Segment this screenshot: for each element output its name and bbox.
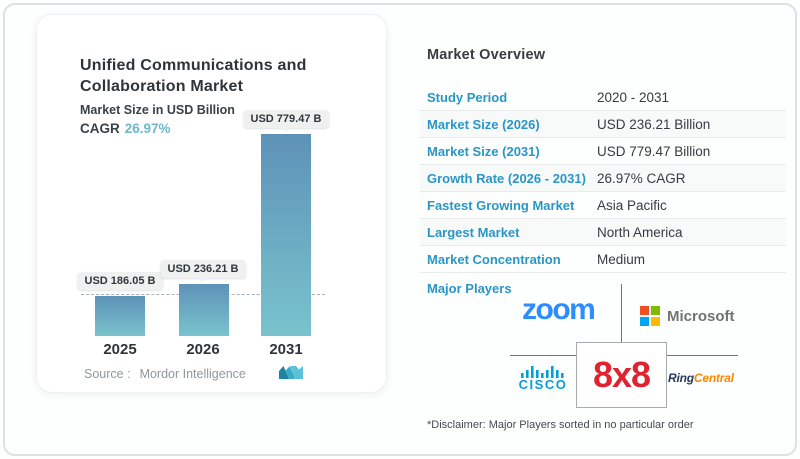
cagr-label: CAGR [80,121,120,136]
disclaimer-text: *Disclaimer: Major Players sorted in no … [427,419,694,431]
table-row-largest-market: Largest Market North America [420,219,786,246]
table-row-market-concentration: Market Concentration Medium [420,246,786,273]
x-axis-tick-2031: 2031 [269,341,303,358]
major-players-label: Major Players [427,281,512,296]
table-row-study-period: Study Period 2020 - 2031 [420,84,786,111]
8x8-wordmark: 8x8 [592,354,651,395]
table-row-fastest-growing-market: Fastest Growing Market Asia Pacific [420,192,786,219]
source-value: Mordor Intelligence [139,367,246,381]
table-row-market-size-2031: Market Size (2031) USD 779.47 Billion [420,138,786,165]
cagr-line: CAGR 26.97% [80,121,171,136]
cisco-bars-icon [521,366,564,378]
row-label: Market Concentration [427,251,561,267]
x-axis-tick-2025: 2025 [103,341,137,358]
bar-2025 [95,296,145,336]
chart-title: Unified Communications and Collaboration… [80,57,307,95]
chart-subtitle: Market Size in USD Billion [80,103,235,117]
source-line: Source : Mordor Intelligence [84,367,246,381]
table-row-growth-rate: Growth Rate (2026 - 2031) 26.97% CAGR [420,165,786,192]
overview-heading: Market Overview [427,47,546,63]
row-value: 2020 - 2031 [597,89,670,105]
row-value: Asia Pacific [597,197,667,213]
bar-value-label-2026: USD 236.21 B [160,260,246,278]
source-label: Source : [84,367,131,381]
row-label: Largest Market [427,224,520,240]
bar-value-label-2025: USD 186.05 B [77,272,163,290]
row-label: Fastest Growing Market [427,197,575,213]
8x8-logo: 8x8 [576,342,667,408]
row-label: Market Size (2031) [427,143,540,159]
chart-card: Unified Communications and Collaboration… [36,14,387,393]
row-value: USD 236.21 Billion [597,116,711,132]
row-label: Market Size (2026) [427,116,540,132]
row-value: North America [597,224,683,240]
ringcentral-logo: RingCentral [668,371,734,385]
cisco-wordmark: CISCO [518,377,568,392]
microsoft-wordmark: Microsoft [667,307,735,325]
row-value: USD 779.47 Billion [597,143,711,159]
cagr-value: 26.97% [124,121,171,136]
zoom-logo: zoom [522,293,596,326]
ringcentral-wordmark-part2: Central [693,371,734,385]
cisco-logo: CISCO [514,365,572,391]
row-label: Growth Rate (2026 - 2031) [427,170,586,186]
mordor-intelligence-logo-icon [279,366,303,379]
ringcentral-wordmark-part1: Ring [668,371,694,385]
bar-2031 [261,134,311,336]
row-value: 26.97% CAGR [597,170,686,186]
row-label: Study Period [427,89,508,105]
row-value: Medium [597,251,646,267]
x-axis-tick-2026: 2026 [186,341,220,358]
microsoft-logo: Microsoft [640,306,735,326]
bar-value-label-2031: USD 779.47 B [243,110,329,128]
table-row-market-size-2026: Market Size (2026) USD 236.21 Billion [420,111,786,138]
bar-2026 [179,284,229,336]
overview-table: Study Period 2020 - 2031 Market Size (20… [420,84,786,273]
players-vertical-divider [621,284,622,342]
microsoft-squares-icon [640,306,660,326]
